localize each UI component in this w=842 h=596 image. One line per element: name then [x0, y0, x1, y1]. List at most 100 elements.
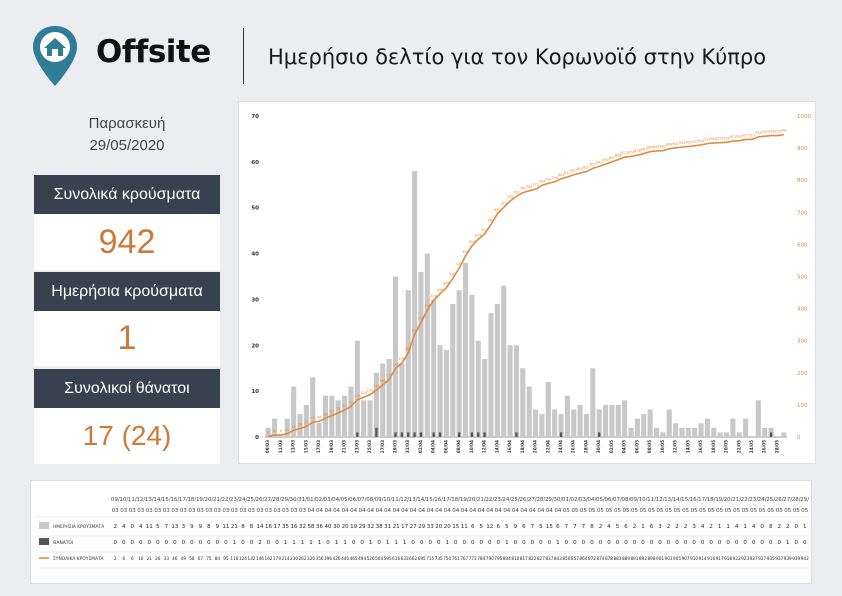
- total-cases-data-label: 898: [666, 143, 672, 147]
- table-date-day: 14/: [417, 497, 426, 503]
- table-date-month: 05: [571, 508, 578, 514]
- table-date-month: 05: [674, 508, 681, 514]
- table-cell: 0: [480, 540, 484, 546]
- table-cell: 494: [358, 556, 366, 561]
- table-cell: 0: [241, 540, 245, 546]
- daily-cases-bar: [437, 345, 443, 437]
- table-date-month: 05: [682, 508, 689, 514]
- table-date-day: 21/: [732, 497, 741, 503]
- table-cell: 2: [633, 524, 637, 530]
- table-cell: 822: [528, 556, 536, 561]
- daily-cases-bar: [399, 363, 405, 437]
- table-date-day: 12/: [400, 497, 409, 503]
- table-date-month: 05: [597, 508, 604, 514]
- total-cases-data-label: 910: [698, 139, 704, 143]
- total-cases-data-label: 21: [291, 424, 295, 428]
- table-cell: 891: [631, 556, 639, 561]
- table-cell: 6: [522, 524, 526, 530]
- table-cell: 8: [250, 524, 254, 530]
- table-date-month: 05: [631, 508, 638, 514]
- table-cell: 1: [505, 540, 509, 546]
- table-date-month: 04: [350, 508, 357, 514]
- total-cases-data-label: 817: [570, 169, 576, 173]
- table-date-month: 05: [801, 508, 808, 514]
- table-cell: 2: [709, 524, 713, 530]
- table-cell: 939: [784, 556, 792, 561]
- total-cases-data-label: 6: [280, 429, 282, 433]
- total-cases-data-label: 58: [323, 412, 327, 416]
- table-row-label: ΘΑΝΑΤΟΙ: [53, 540, 73, 546]
- daily-cases-bar: [698, 423, 704, 437]
- table-cell: 6: [122, 556, 125, 561]
- deaths-bar: [432, 432, 435, 437]
- deaths-bar: [394, 432, 397, 437]
- x-tick-label: 09/03: [265, 440, 270, 453]
- table-date-day: 30/: [553, 497, 562, 503]
- table-cell: 1: [394, 540, 398, 546]
- table-date-month: 04: [359, 508, 366, 514]
- table-cell: 0: [411, 540, 415, 546]
- table-date-day: 30/: [290, 497, 299, 503]
- table-date-month: 03: [239, 508, 246, 514]
- table-cell: 872: [588, 556, 596, 561]
- daily-cases-bar: [297, 414, 303, 437]
- table-cell: 15: [546, 524, 553, 530]
- daily-cases-bar: [679, 427, 685, 437]
- total-cases-data-label: 262: [405, 347, 411, 351]
- table-date-month: 05: [691, 508, 698, 514]
- total-cases-data-label: 633: [481, 228, 487, 232]
- table-cell: 910: [690, 556, 698, 561]
- table-cell: 878: [605, 556, 613, 561]
- total-cases-data-label: 918: [723, 136, 729, 140]
- total-cases-data-label: 67: [330, 409, 334, 413]
- total-cases-data-label: 942: [781, 129, 787, 133]
- table-cell: 0: [692, 540, 696, 546]
- x-tick-label: 02/04: [418, 440, 423, 453]
- table-cell: 772: [469, 556, 477, 561]
- table-cell: 0: [726, 540, 730, 546]
- table-cell: 0: [156, 540, 160, 546]
- table-date-month: 04: [469, 508, 476, 514]
- daily-cases-bar: [615, 404, 621, 437]
- table-date-day: 22/: [221, 497, 230, 503]
- table-cell: 32: [299, 524, 306, 530]
- daily-cases-bar: [526, 386, 532, 437]
- x-tick-label: 20/04: [533, 440, 538, 453]
- table-cell: 5: [539, 524, 543, 530]
- deaths-bar: [483, 432, 486, 437]
- daily-cases-bar: [622, 400, 628, 437]
- table-date-month: 05: [742, 508, 749, 514]
- table-cell: 262: [299, 556, 307, 561]
- table-cell: 903: [665, 556, 673, 561]
- table-cell: 7: [573, 524, 577, 530]
- table-cell: 11: [222, 524, 229, 530]
- deaths-bar: [458, 432, 461, 437]
- table-date-day: 12/: [656, 497, 665, 503]
- table-cell: 0: [743, 540, 747, 546]
- table-date-month: 04: [393, 508, 400, 514]
- y-right-tick-label: 0: [797, 435, 801, 441]
- table-date-month: 05: [776, 508, 783, 514]
- daily-cases-bar: [717, 432, 723, 437]
- table-cell: 9: [199, 524, 203, 530]
- table-date-day: 06/: [349, 497, 358, 503]
- table-cell: 923: [741, 556, 749, 561]
- daily-cases-bar: [755, 400, 761, 437]
- table-cell: 843: [554, 556, 562, 561]
- daily-cases-bar: [558, 414, 564, 437]
- y-left-tick-label: 10: [251, 389, 259, 395]
- total-cases-data-label: 33: [304, 420, 308, 424]
- table-cell: 0: [522, 540, 526, 546]
- table-date-day: 03/: [579, 497, 588, 503]
- total-cases-data-label: 883: [641, 148, 647, 152]
- table-cell: 633: [401, 556, 409, 561]
- table-cell: 735: [435, 556, 443, 561]
- total-cases-data-label: 116: [354, 394, 360, 398]
- table-date-month: 03: [231, 508, 238, 514]
- total-cases-data-label: 616: [475, 233, 481, 237]
- table-date-month: 04: [435, 508, 442, 514]
- table-date-month: 04: [546, 508, 553, 514]
- daily-cases-header: Ημερήσια κρούσματα: [34, 272, 220, 311]
- table-date-day: 28/: [536, 497, 545, 503]
- table-cell: 21: [231, 524, 238, 530]
